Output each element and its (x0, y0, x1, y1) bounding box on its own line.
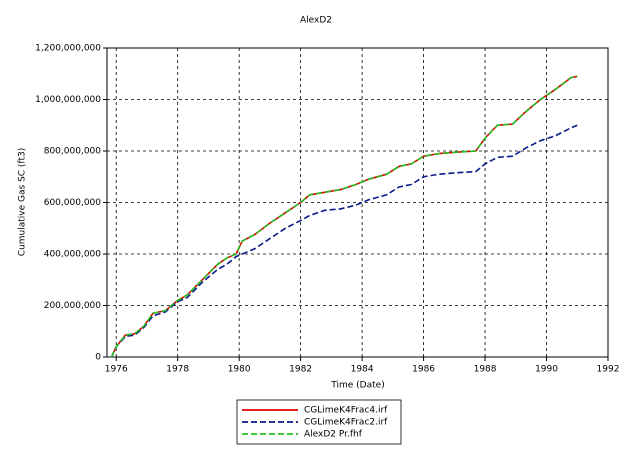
legend-label: AlexD2 Pr.fhf (304, 430, 363, 440)
x-tick-label: 1978 (166, 365, 189, 375)
y-tick-label: 800,000,000 (44, 147, 102, 157)
x-tick-label: 1980 (228, 365, 251, 375)
line-series (110, 75, 578, 358)
x-tick-label: 1988 (474, 365, 497, 375)
y-tick-label: 1,000,000,000 (35, 95, 101, 105)
legend-label: CGLimeK4Frac4.irf (304, 406, 388, 416)
x-tick-label: 1982 (289, 365, 312, 375)
y-tick-label: 0 (95, 353, 101, 363)
line-series (110, 75, 578, 358)
x-axis-label: Time (Date) (330, 381, 384, 391)
x-tick-label: 1986 (412, 365, 435, 375)
line-series (110, 124, 578, 358)
y-axis-label: Cumulative Gas SC (ft3) (18, 148, 28, 256)
plot-frame (106, 47, 609, 358)
x-tick-label: 1990 (535, 365, 558, 375)
x-tick-label: 1984 (351, 365, 374, 375)
y-tick-label: 400,000,000 (44, 250, 102, 260)
y-tick-label: 600,000,000 (44, 198, 102, 208)
y-tick-label: 1,200,000,000 (35, 44, 101, 54)
y-tick-label: 200,000,000 (44, 301, 102, 311)
legend-label: CGLimeK4Frac2.irf (304, 418, 388, 428)
x-tick-label: 1976 (105, 365, 128, 375)
x-tick-label: 1992 (597, 365, 620, 375)
chart-title: AlexD2 (300, 16, 332, 26)
